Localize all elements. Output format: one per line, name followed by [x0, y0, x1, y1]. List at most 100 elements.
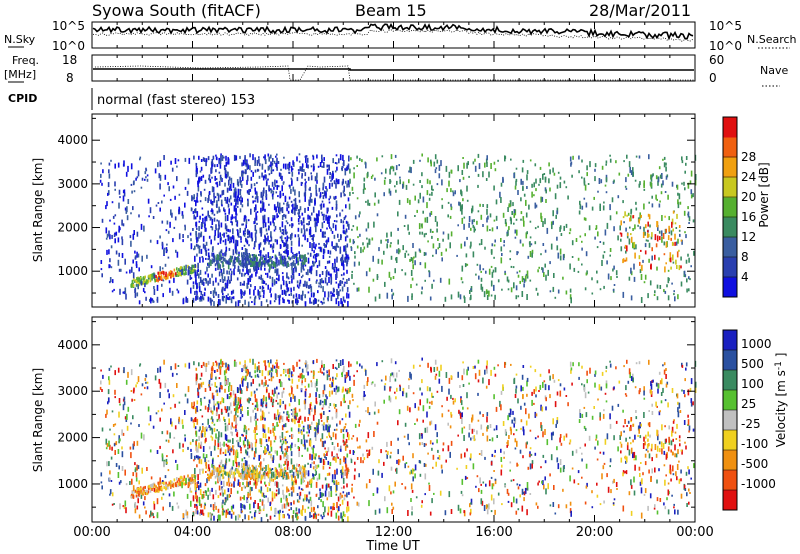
power-cell	[207, 252, 210, 258]
power-cell	[331, 292, 334, 297]
velocity-cell	[207, 494, 209, 500]
power-cell	[124, 287, 127, 294]
velocity-cell	[232, 449, 235, 456]
power-cell	[216, 181, 218, 185]
power-cell	[477, 153, 480, 158]
power-cell	[211, 219, 214, 225]
velocity-cell	[309, 440, 312, 446]
power-cell	[338, 291, 340, 297]
power-cell	[281, 221, 284, 228]
power-cell	[654, 234, 657, 241]
velocity-cell	[285, 440, 287, 445]
power-cell	[411, 277, 414, 281]
velocity-cell	[344, 457, 347, 464]
power-cell	[389, 180, 392, 183]
power-cell	[312, 155, 315, 160]
velocity-cell	[322, 394, 324, 398]
power-cell	[643, 226, 645, 232]
power-cell	[268, 268, 271, 273]
power-cell	[466, 236, 468, 240]
power-cell	[612, 268, 614, 272]
velocity-cell	[213, 423, 216, 426]
power-cell	[164, 174, 167, 180]
velocity-cell	[234, 455, 237, 462]
velocity-cell	[204, 502, 206, 505]
power-cell	[212, 280, 215, 286]
velocity-cell	[216, 473, 218, 477]
power-cell	[302, 290, 304, 296]
power-cell	[223, 156, 225, 159]
power-cell	[168, 273, 171, 277]
power-cell	[486, 155, 488, 161]
velocity-cell	[263, 360, 265, 363]
power-cell	[460, 277, 463, 281]
power-cell	[223, 268, 225, 275]
velocity-cell	[240, 403, 242, 407]
power-cell	[332, 171, 334, 175]
power-cell	[329, 172, 331, 175]
power-cell	[650, 175, 653, 182]
velocity-cell	[296, 412, 298, 417]
power-cell	[136, 176, 139, 179]
power-cell	[241, 272, 243, 277]
power-cell	[198, 155, 200, 160]
power-cell	[591, 292, 594, 295]
power-cell	[328, 198, 330, 201]
power-cell	[259, 230, 262, 234]
power-cell	[388, 188, 391, 194]
velocity-cell	[177, 484, 180, 488]
velocity-cell	[195, 455, 198, 459]
power-cell	[202, 279, 204, 285]
velocity-cell	[283, 411, 285, 414]
velocity-cell	[272, 460, 274, 463]
power-cell	[571, 240, 574, 246]
power-cell	[491, 271, 494, 278]
velocity-cell	[282, 514, 284, 519]
power-cell	[607, 273, 610, 280]
power-cell	[370, 176, 373, 179]
power-cell	[690, 265, 692, 268]
power-cell	[204, 179, 207, 184]
velocity-cell	[204, 503, 206, 506]
velocity-cell	[313, 453, 315, 460]
velocity-cell	[298, 495, 301, 500]
velocity-cell	[291, 413, 293, 416]
power-cell	[675, 259, 677, 265]
power-cell	[552, 167, 554, 173]
power-cell	[301, 212, 304, 216]
velocity-cell	[226, 445, 229, 447]
power-cell	[100, 162, 102, 165]
velocity-cell	[264, 433, 267, 439]
colorbar-segment	[723, 277, 737, 298]
power-cell	[231, 236, 233, 240]
power-cell	[677, 202, 680, 209]
power-cell	[299, 215, 301, 219]
power-cell	[285, 163, 287, 168]
power-cell	[197, 237, 199, 242]
power-cell	[459, 294, 462, 300]
velocity-cell	[214, 370, 216, 373]
power-cell	[233, 260, 235, 264]
power-cell	[659, 236, 661, 241]
velocity-cell	[205, 437, 207, 442]
power-cell	[293, 254, 295, 259]
velocity-cell	[332, 376, 334, 379]
velocity-cell	[224, 406, 226, 411]
power-cell	[192, 196, 195, 200]
power-cell	[313, 299, 315, 305]
power-cell	[480, 270, 482, 273]
power-cell	[294, 208, 296, 211]
power-cell	[534, 227, 537, 230]
power-cell	[671, 221, 673, 228]
power-cell	[340, 235, 342, 239]
power-cell	[335, 200, 338, 206]
velocity-cell	[298, 508, 300, 514]
power-cell	[304, 294, 306, 299]
velocity-cell	[252, 409, 254, 413]
colorbar-segment	[723, 177, 737, 198]
velocity-cell	[264, 481, 266, 485]
power-cell	[559, 255, 562, 261]
power-cell	[187, 178, 190, 185]
power-cell	[207, 258, 209, 261]
power-cell	[194, 291, 196, 295]
